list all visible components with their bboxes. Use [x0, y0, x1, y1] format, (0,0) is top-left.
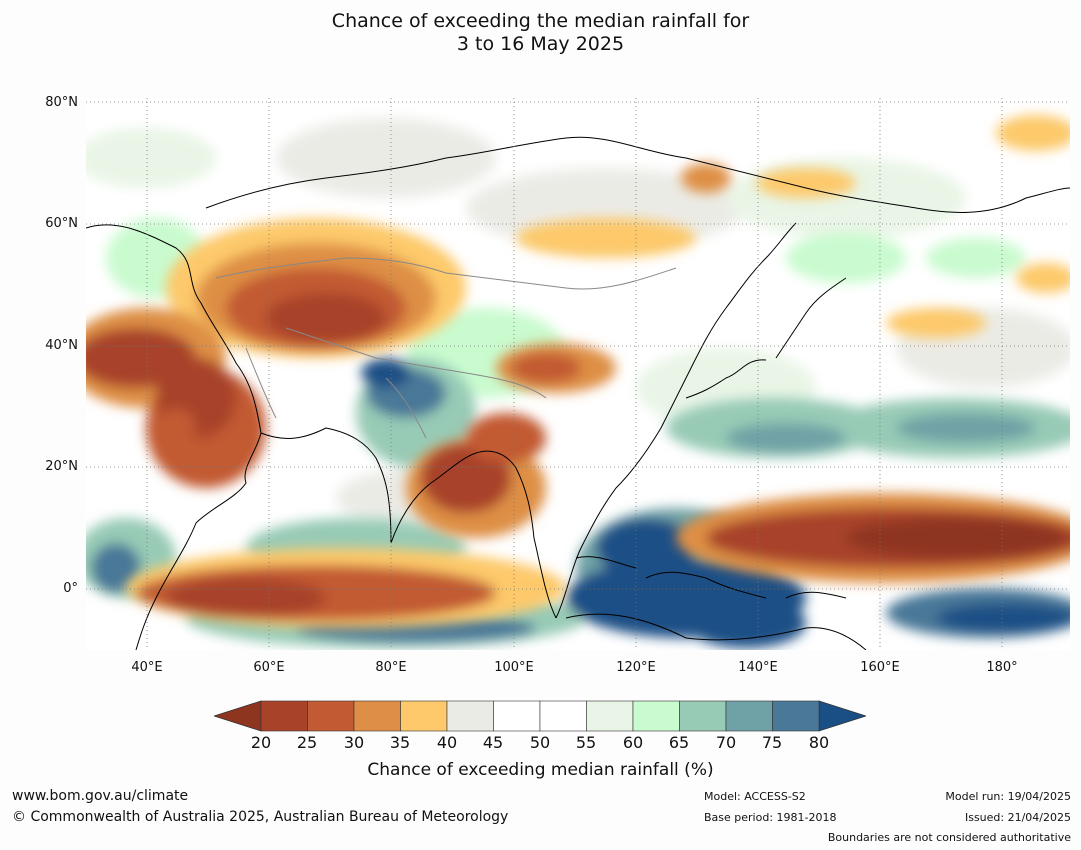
- colorbar-bin: [493, 700, 541, 732]
- colorbar-tick-60: 60: [622, 733, 644, 752]
- rainfall-map: [86, 98, 1070, 650]
- footer-copyright: © Commonwealth of Australia 2025, Austra…: [12, 809, 509, 825]
- footer-issued: Issued: 21/04/2025: [964, 811, 1071, 824]
- lon-label-120e: 120°E: [616, 660, 656, 675]
- lat-label-20n: 20°N: [45, 459, 78, 474]
- lon-label-140e: 140°E: [738, 660, 778, 675]
- lat-label-60n: 60°N: [45, 216, 78, 231]
- footer-model-run: Model run: 19/04/2025: [945, 790, 1071, 803]
- colorbar-svg: [212, 700, 868, 732]
- colorbar-bin: [679, 700, 727, 732]
- colorbar-tick-70: 70: [715, 733, 737, 752]
- lon-label-180: 180°: [986, 660, 1018, 675]
- lat-label-40n: 40°N: [45, 338, 78, 353]
- colorbar-tick-80: 80: [808, 733, 830, 752]
- lon-label-40e: 40°E: [131, 660, 163, 675]
- colorbar-bin: [400, 700, 448, 732]
- colorbar-tick-25: 25: [296, 733, 318, 752]
- colorbar-label: Chance of exceeding median rainfall (%): [367, 760, 714, 780]
- country-boundaries: [215, 257, 677, 439]
- colorbar-bin: [353, 700, 401, 732]
- colorbar-tick-40: 40: [436, 733, 458, 752]
- colorbar-bin: [772, 700, 820, 732]
- colorbar-tick-35: 35: [389, 733, 411, 752]
- colorbar-bin: [446, 700, 494, 732]
- colorbar-tick-50: 50: [529, 733, 551, 752]
- colorbar-tick-55: 55: [575, 733, 597, 752]
- colorbar-under-arrow: [212, 700, 262, 732]
- lat-label-80n: 80°N: [45, 95, 78, 110]
- colorbar-bin: [632, 700, 680, 732]
- wet-anomalies: [86, 358, 1070, 648]
- dry-anomalies: [86, 115, 1070, 628]
- map-title-line-1: Chance of exceeding the median rainfall …: [331, 10, 750, 32]
- map-title-line-2: 3 to 16 May 2025: [456, 33, 625, 55]
- colorbar: [212, 700, 868, 732]
- colorbar-bin: [586, 700, 634, 732]
- lon-label-80e: 80°E: [375, 660, 407, 675]
- footer-website: www.bom.gov.au/climate: [12, 788, 189, 804]
- graticule: [86, 98, 1070, 650]
- colorbar-bin: [725, 700, 773, 732]
- colorbar-bin: [307, 700, 355, 732]
- colorbar-over-arrow: [818, 700, 868, 732]
- lat-label-0: 0°: [63, 581, 78, 596]
- lon-label-160e: 160°E: [860, 660, 900, 675]
- colorbar-bin: [539, 700, 587, 732]
- colorbar-tick-20: 20: [250, 733, 272, 752]
- colorbar-tick-30: 30: [343, 733, 365, 752]
- footer-model: Model: ACCESS-S2: [704, 790, 806, 803]
- colorbar-tick-65: 65: [668, 733, 690, 752]
- footer-base-period: Base period: 1981-2018: [704, 811, 837, 824]
- colorbar-bin: [260, 700, 308, 732]
- colorbar-tick-75: 75: [761, 733, 783, 752]
- footer-disclaimer: Boundaries are not considered authoritat…: [827, 831, 1071, 844]
- colorbar-tick-45: 45: [482, 733, 504, 752]
- lon-label-60e: 60°E: [253, 660, 285, 675]
- rainfall-map-canvas: [86, 98, 1070, 650]
- lon-label-100e: 100°E: [494, 660, 534, 675]
- map-title: Chance of exceeding the median rainfall …: [0, 10, 1081, 56]
